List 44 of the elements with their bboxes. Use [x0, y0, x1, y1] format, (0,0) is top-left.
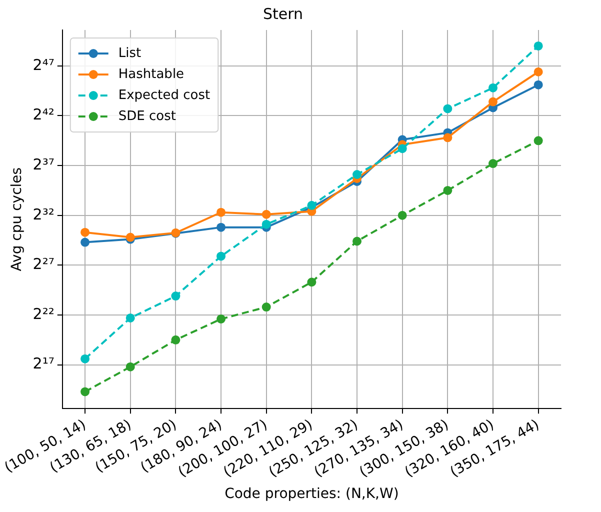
point — [488, 83, 498, 92]
point — [171, 335, 180, 344]
point — [216, 252, 226, 261]
point — [352, 236, 362, 246]
point — [443, 186, 452, 195]
point — [534, 67, 543, 76]
y-tick-label: 2²² — [32, 304, 54, 323]
point — [488, 159, 498, 168]
point — [80, 238, 90, 247]
point — [216, 208, 226, 217]
point — [352, 170, 362, 179]
legend-label: Expected cost — [118, 88, 210, 103]
point — [307, 278, 316, 287]
y-tick-label: 2¹⁷ — [32, 354, 54, 373]
point — [443, 104, 452, 114]
point — [398, 210, 407, 220]
point — [398, 144, 407, 154]
point — [534, 80, 543, 90]
point — [443, 133, 452, 142]
point — [262, 220, 271, 229]
x-axis-title: Code properties: (N,K,W) — [224, 486, 399, 502]
point — [534, 136, 543, 146]
legend-label: List — [118, 46, 142, 61]
chart-title: Stern — [262, 4, 304, 23]
point — [80, 228, 90, 237]
point — [262, 302, 271, 312]
point — [534, 41, 543, 50]
y-tick-label: 2²⁷ — [32, 255, 54, 274]
point — [80, 387, 90, 396]
point — [262, 210, 271, 219]
y-tick-label: 2⁴⁷ — [32, 56, 54, 74]
point — [126, 362, 135, 372]
point — [216, 314, 226, 324]
y-axis-title: Avg cpu cycles — [9, 167, 26, 272]
point — [126, 313, 135, 322]
y-tick-label: 2⁴² — [32, 106, 54, 124]
point — [171, 292, 180, 301]
legend-label: Hashtable — [118, 66, 184, 82]
point — [488, 97, 498, 106]
point — [80, 354, 90, 364]
y-tick-label: 2³⁷ — [32, 155, 54, 174]
legend-label: SDE cost — [118, 108, 176, 124]
y-tick-label: 2³² — [32, 205, 54, 224]
point — [216, 222, 226, 232]
